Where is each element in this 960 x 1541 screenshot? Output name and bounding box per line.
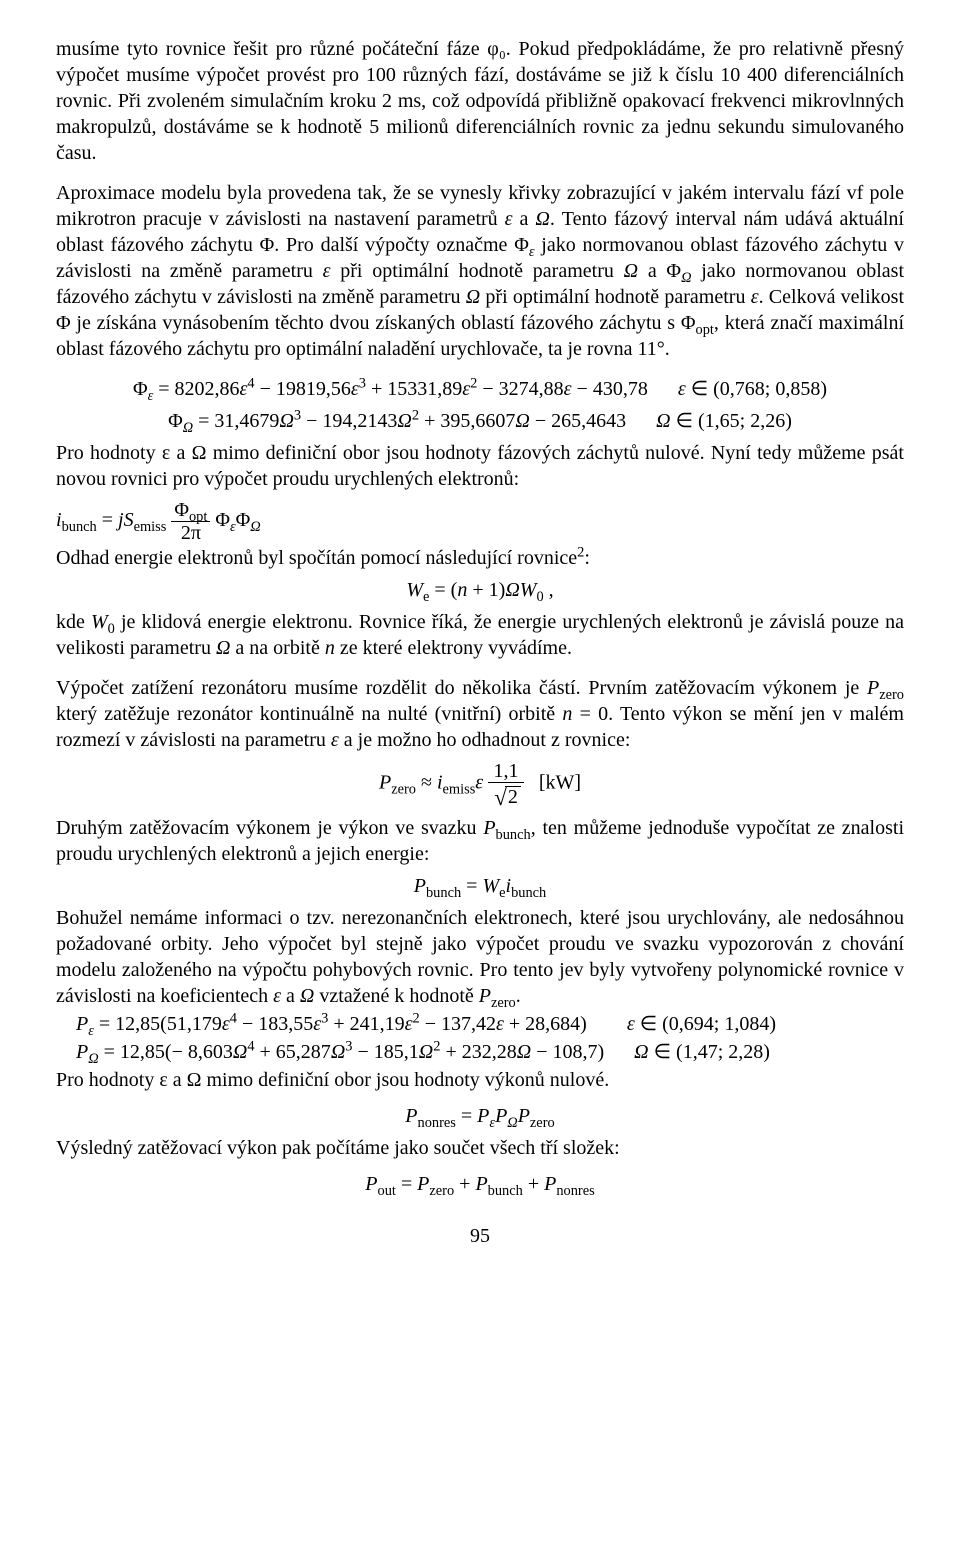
paragraph-9: Pro hodnoty ε a Ω mimo definiční obor js… (56, 1067, 904, 1093)
equation-phi-omega: ΦΩ = 31,4679Ω3 − 194,2143Ω2 + 395,6607Ω … (56, 408, 904, 434)
paragraph-6: Výpočet zatížení rezonátoru musíme rozdě… (56, 675, 904, 753)
equation-pout: Pout = Pzero + Pbunch + Pnonres (56, 1171, 904, 1197)
paragraph-5: kde W0 je klidová energie elektronu. Rov… (56, 609, 904, 661)
paragraph-7: Druhým zatěžovacím výkonem je výkon ve s… (56, 815, 904, 867)
paragraph-10: Výsledný zatěžovací výkon pak počítáme j… (56, 1135, 904, 1161)
equation-pzero: Pzero ≈ iemissε 1,12 [kW] (56, 761, 904, 807)
paragraph-3: Pro hodnoty ε a Ω mimo definiční obor js… (56, 440, 904, 492)
equation-we: We = (n + 1)ΩW0 , (56, 577, 904, 603)
equation-p-omega: PΩ = 12,85(− 8,603Ω4 + 65,287Ω3 − 185,1Ω… (76, 1039, 904, 1065)
paragraph-1: musíme tyto rovnice řešit pro různé počá… (56, 36, 904, 166)
paragraph-4: Odhad energie elektronů byl spočítán pom… (56, 545, 904, 571)
equation-pbunch: Pbunch = Weibunch (56, 873, 904, 899)
equation-ibunch: ibunch = jSemiss Φopt2π ΦεΦΩ (56, 500, 904, 543)
equation-phi-epsilon: Φε = 8202,86ε4 − 19819,56ε3 + 15331,89ε2… (56, 376, 904, 402)
paragraph-2: Aproximace modelu byla provedena tak, že… (56, 180, 904, 362)
paragraph-8: Bohužel nemáme informaci o tzv. nerezona… (56, 905, 904, 1009)
page-number: 95 (56, 1223, 904, 1249)
equation-p-epsilon: Pε = 12,85(51,179ε4 − 183,55ε3 + 241,19ε… (76, 1011, 904, 1037)
equation-pnonres: Pnonres = PεPΩPzero (56, 1103, 904, 1129)
